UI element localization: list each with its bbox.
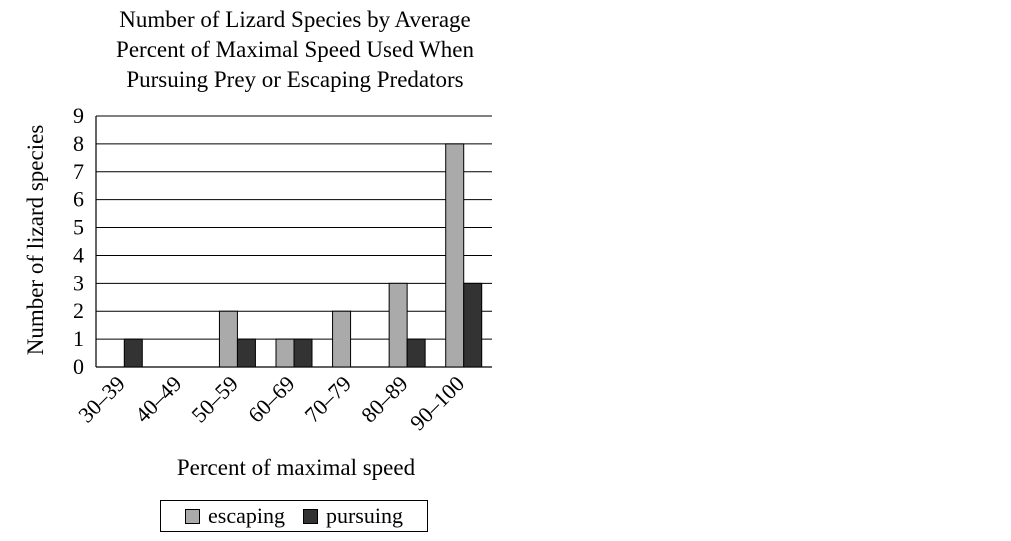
y-tick-label: 6 xyxy=(73,187,84,212)
y-tick-label: 2 xyxy=(73,298,84,323)
chart-title-line-1: Number of Lizard Species by Average xyxy=(119,7,471,32)
bar-escaping xyxy=(388,282,408,368)
x-axis-label: Percent of maximal speed xyxy=(176,455,416,480)
y-tick-label: 4 xyxy=(73,242,84,267)
y-tick-label: 9 xyxy=(73,103,84,128)
legend-label-pursuing: pursuing xyxy=(325,503,403,528)
y-tick-label: 3 xyxy=(73,270,84,295)
x-tick-label: 80–89 xyxy=(356,371,413,428)
chart-title-line-3: Pursuing Prey or Escaping Predators xyxy=(126,67,464,92)
bar-pursuing xyxy=(123,338,143,368)
legend: escaping pursuing xyxy=(160,500,428,532)
bar-escaping xyxy=(445,143,465,368)
legend-item-escaping: escaping xyxy=(185,503,285,529)
x-tick-label: 50–59 xyxy=(186,371,243,428)
x-tick-label: 40–49 xyxy=(130,371,187,428)
y-tick-label: 7 xyxy=(73,159,84,184)
bar-pursuing xyxy=(293,338,313,368)
bar-escaping xyxy=(332,310,352,368)
chart-title-line-2: Percent of Maximal Speed Used When xyxy=(116,37,474,62)
bar-pursuing xyxy=(236,338,256,368)
x-tick-label: 70–79 xyxy=(300,371,357,428)
bar-pursuing xyxy=(406,338,426,368)
y-tick-label: 0 xyxy=(73,354,84,379)
y-tick-label: 1 xyxy=(73,326,84,351)
y-tick-label: 5 xyxy=(73,215,84,240)
bar-escaping xyxy=(218,310,238,368)
x-tick-label: 60–69 xyxy=(243,371,300,428)
legend-item-pursuing: pursuing xyxy=(302,503,403,529)
legend-swatch-pursuing xyxy=(302,508,318,524)
y-tick-label: 8 xyxy=(73,131,84,156)
x-tick-label: 30–39 xyxy=(73,371,130,428)
bar-pursuing xyxy=(463,282,483,368)
bar-escaping xyxy=(275,338,295,368)
legend-swatch-escaping xyxy=(185,508,201,524)
x-tick-label: 90–100 xyxy=(405,371,469,435)
y-axis-label: Number of lizard species xyxy=(23,124,48,356)
legend-label-escaping: escaping xyxy=(208,503,285,528)
